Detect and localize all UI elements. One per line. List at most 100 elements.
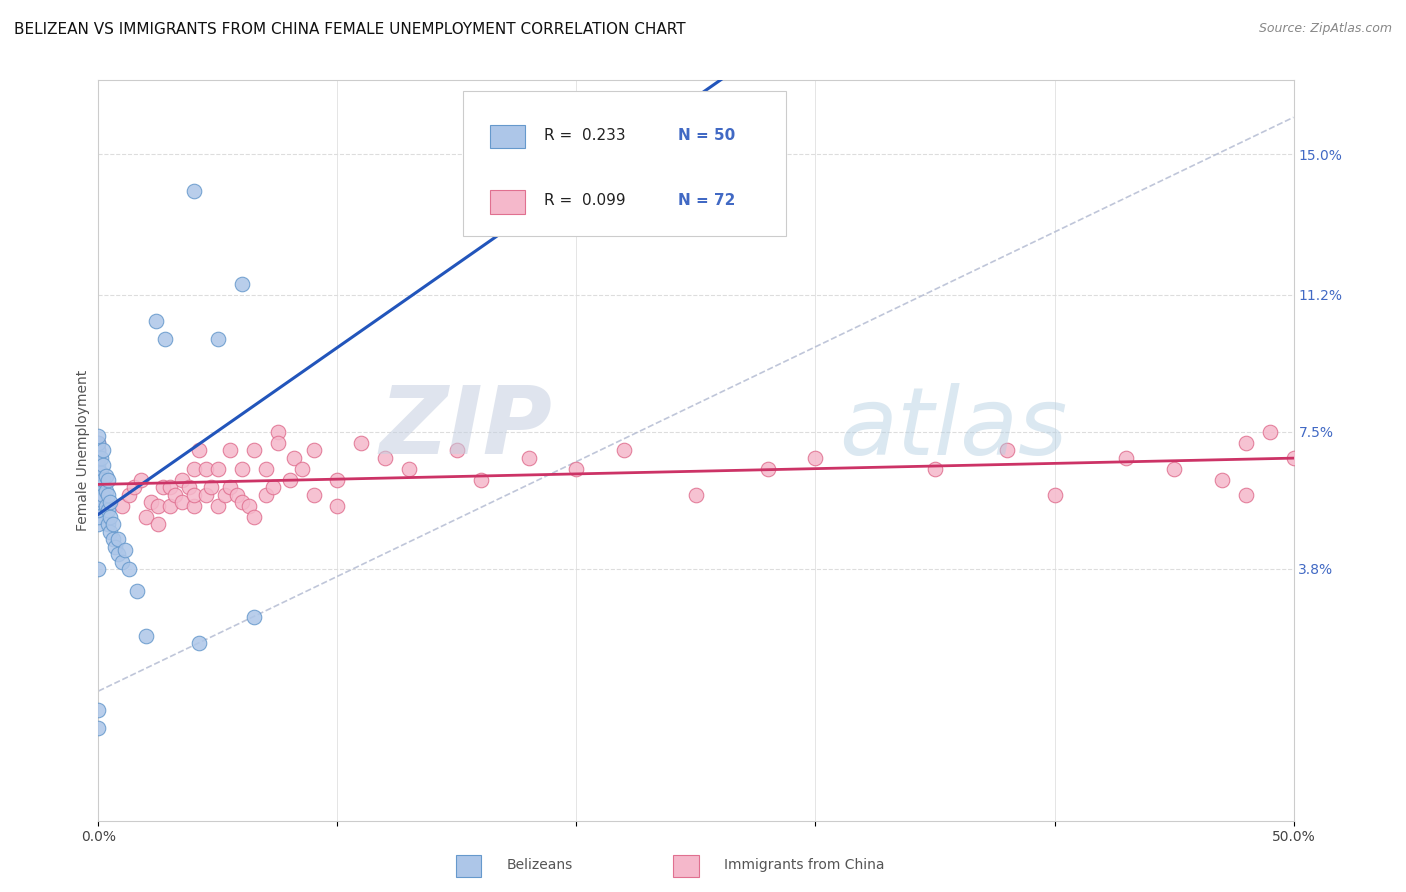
Point <box>1115 450 1137 465</box>
Point <box>97 502 120 516</box>
Point <box>101 517 124 532</box>
Point <box>517 450 540 465</box>
Point <box>87 721 110 735</box>
Point <box>97 517 120 532</box>
Point <box>470 473 492 487</box>
Text: R =  0.099: R = 0.099 <box>544 194 626 209</box>
FancyBboxPatch shape <box>463 91 786 235</box>
Point <box>87 517 110 532</box>
Point <box>302 488 325 502</box>
Point <box>1163 462 1185 476</box>
Point <box>87 458 110 473</box>
Point <box>187 636 209 650</box>
Point <box>446 443 468 458</box>
Point <box>87 466 110 480</box>
Point <box>98 495 122 509</box>
Point <box>87 462 110 476</box>
Point <box>179 480 201 494</box>
Point <box>87 499 110 513</box>
Point <box>159 480 181 494</box>
Point <box>804 450 827 465</box>
Point <box>1043 488 1066 502</box>
Y-axis label: Female Unemployment: Female Unemployment <box>76 370 90 531</box>
Point <box>172 473 194 487</box>
Point <box>155 332 177 346</box>
FancyBboxPatch shape <box>491 190 524 213</box>
Point <box>148 499 170 513</box>
Point <box>118 488 141 502</box>
Point <box>326 499 349 513</box>
Point <box>238 499 260 513</box>
Text: Source: ZipAtlas.com: Source: ZipAtlas.com <box>1258 22 1392 36</box>
Point <box>183 488 205 502</box>
Text: ZIP: ZIP <box>380 383 553 475</box>
Point <box>87 473 110 487</box>
Point <box>267 425 290 439</box>
Point <box>107 547 129 561</box>
Point <box>87 562 110 576</box>
Point <box>200 480 222 494</box>
Point <box>124 480 146 494</box>
Point <box>613 443 636 458</box>
Point <box>87 480 110 494</box>
Point <box>87 443 110 458</box>
Point <box>291 462 314 476</box>
Point <box>91 458 114 473</box>
Point <box>94 469 117 483</box>
Point <box>90 480 112 494</box>
Point <box>98 524 122 539</box>
FancyBboxPatch shape <box>491 125 524 148</box>
Text: N = 72: N = 72 <box>678 194 735 209</box>
Point <box>183 499 205 513</box>
Point <box>87 495 110 509</box>
Point <box>374 450 396 465</box>
Point <box>87 703 110 717</box>
Point <box>231 462 253 476</box>
Point <box>87 428 110 442</box>
Point <box>101 533 124 547</box>
Point <box>97 488 120 502</box>
Point <box>302 443 325 458</box>
Point <box>159 499 181 513</box>
Point <box>87 443 110 458</box>
Point <box>283 450 305 465</box>
Point <box>350 436 373 450</box>
Point <box>104 540 127 554</box>
Point <box>90 450 112 465</box>
Text: Belizeans: Belizeans <box>506 858 572 872</box>
Point <box>254 462 277 476</box>
Point <box>1211 473 1233 487</box>
Point <box>98 510 122 524</box>
Point <box>118 562 141 576</box>
Point <box>219 443 242 458</box>
Point <box>111 499 134 513</box>
Point <box>1234 436 1257 450</box>
Text: N = 50: N = 50 <box>678 128 735 144</box>
Point <box>87 473 110 487</box>
Point <box>924 462 946 476</box>
Point <box>152 480 174 494</box>
Point <box>91 488 114 502</box>
Point <box>91 443 114 458</box>
Point <box>226 488 249 502</box>
Text: Immigrants from China: Immigrants from China <box>724 858 884 872</box>
Point <box>111 554 134 569</box>
Point <box>107 533 129 547</box>
Point <box>87 436 110 450</box>
Point <box>267 436 290 450</box>
Point <box>87 491 110 506</box>
Point <box>114 543 136 558</box>
Point <box>87 502 110 516</box>
Point <box>90 466 112 480</box>
Point <box>131 473 153 487</box>
Point <box>135 510 157 524</box>
Point <box>183 184 205 198</box>
Point <box>94 499 117 513</box>
Point <box>94 484 117 499</box>
Point <box>398 462 420 476</box>
Point <box>87 488 110 502</box>
Point <box>97 473 120 487</box>
Point <box>231 495 253 509</box>
Point <box>243 443 266 458</box>
Point <box>145 314 167 328</box>
